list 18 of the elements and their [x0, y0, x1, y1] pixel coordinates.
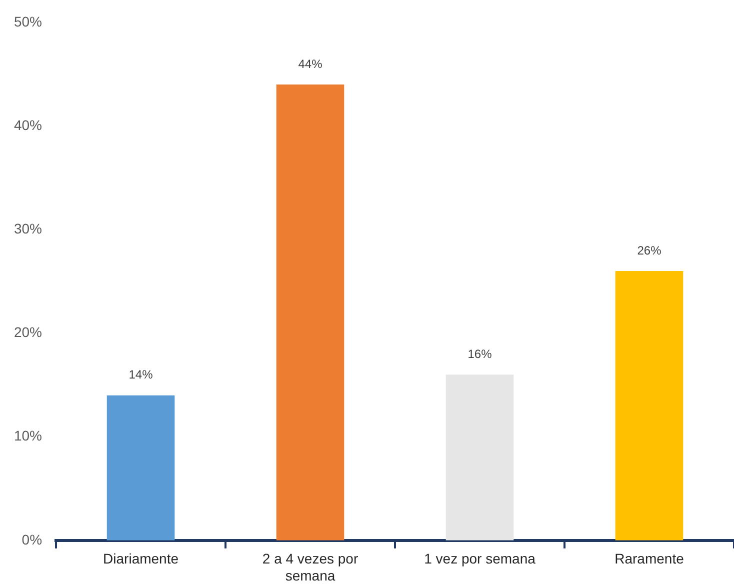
bar — [446, 374, 514, 540]
data-label: 44% — [298, 56, 323, 71]
y-tick-label: 20% — [14, 324, 42, 340]
data-label: 14% — [128, 368, 154, 382]
x-tick-label: 2 a 4 vezes por semana — [262, 550, 358, 584]
data-label: 26% — [637, 243, 662, 258]
bar — [106, 395, 175, 540]
bar — [615, 271, 684, 540]
y-tick-label: 0% — [22, 531, 42, 548]
bar — [276, 84, 344, 540]
y-tick-label: 50% — [14, 13, 42, 30]
data-label: 16% — [468, 346, 492, 361]
x-tick-label: Diariamente — [103, 550, 179, 567]
y-tick-label: 40% — [14, 116, 42, 133]
x-tick-label: 1 vez por semana — [424, 550, 536, 567]
y-tick-label: 30% — [14, 220, 42, 236]
x-tick-label: Raramente — [614, 550, 684, 567]
y-tick-label: 10% — [14, 428, 42, 444]
